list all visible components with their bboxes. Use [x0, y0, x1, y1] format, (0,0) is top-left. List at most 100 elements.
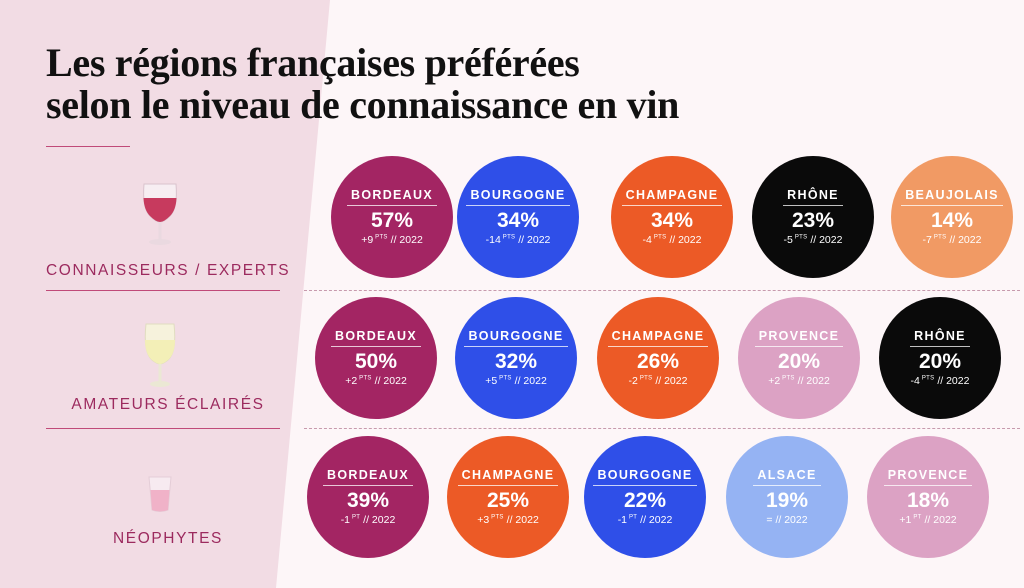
segment-divider: [46, 428, 280, 429]
reference-year: // 2022: [652, 375, 688, 387]
change-unit: PTS: [780, 375, 795, 382]
region-name: PROVENCE: [754, 329, 844, 347]
change-vs-2022: +2 PTS // 2022: [768, 375, 830, 387]
change-unit: PT: [350, 514, 361, 521]
change-points: +2: [345, 375, 358, 387]
row-divider-dotted: [304, 428, 1020, 429]
change-points: -5: [783, 234, 793, 246]
percentage-value: 19%: [765, 489, 809, 512]
region-name: CHAMPAGNE: [607, 329, 709, 347]
change-points: -4: [910, 375, 920, 387]
region-name: BORDEAUX: [323, 468, 413, 486]
region-name: RHÔNE: [783, 188, 843, 206]
change-vs-2022: -7 PTS // 2022: [923, 234, 982, 246]
reference-year: // 2022: [637, 514, 673, 526]
bubble-bordeaux: BORDEAUX 50% +2 PTS // 2022: [315, 297, 437, 419]
change-vs-2022: +5 PTS // 2022: [485, 375, 547, 387]
reference-year: // 2022: [360, 514, 396, 526]
percentage-value: 20%: [777, 350, 821, 373]
region-name: RHÔNE: [910, 329, 970, 347]
bubble-rhone: RHÔNE 20% -4 PTS // 2022: [879, 297, 1001, 419]
percentage-value: 34%: [650, 209, 694, 232]
change-unit: PTS: [489, 514, 504, 521]
reference-year: // 2022: [794, 375, 830, 387]
red-wine-glass-icon: [143, 183, 177, 245]
change-points: +5: [485, 375, 498, 387]
change-vs-2022: +1 PT // 2022: [899, 514, 956, 526]
bubble-alsace: ALSACE 19% = // 2022: [726, 436, 848, 558]
change-points: -1: [340, 514, 351, 526]
change-points: +2: [768, 375, 781, 387]
bubble-provence: PROVENCE 20% +2 PTS // 2022: [738, 297, 860, 419]
change-unit: PT: [627, 514, 638, 521]
title-divider: [46, 146, 130, 147]
segment-divider: [46, 290, 280, 291]
reference-year: // 2022: [666, 234, 702, 246]
rose-wine-tumbler-icon: [148, 476, 172, 512]
bubble-bordeaux: BORDEAUX 39% -1 PT // 2022: [307, 436, 429, 558]
segment-label-amateurs: AMATEURS ÉCLAIRÉS: [71, 396, 265, 413]
change-points: =: [766, 514, 773, 526]
change-vs-2022: -4 PTS // 2022: [911, 375, 970, 387]
bubble-champagne: CHAMPAGNE 26% -2 PTS // 2022: [597, 297, 719, 419]
bubble-bourgogne: BOURGOGNE 22% -1 PT // 2022: [584, 436, 706, 558]
change-vs-2022: -1 PT // 2022: [618, 514, 673, 526]
change-unit: PTS: [792, 234, 808, 241]
percentage-value: 14%: [930, 209, 974, 232]
segment-label-neophytes: NÉOPHYTES: [112, 530, 223, 547]
percentage-value: 25%: [486, 489, 530, 512]
change-points: -7: [922, 234, 932, 246]
change-vs-2022: -4 PTS // 2022: [643, 234, 702, 246]
change-points: -2: [628, 375, 638, 387]
change-points: -1: [617, 514, 628, 526]
region-name: PROVENCE: [883, 468, 973, 486]
percentage-value: 20%: [918, 350, 962, 373]
percentage-value: 18%: [906, 489, 950, 512]
reference-year: // 2022: [503, 514, 539, 526]
change-vs-2022: -14 PTS // 2022: [486, 234, 551, 246]
change-unit: PTS: [500, 234, 516, 241]
change-vs-2022: +3 PTS // 2022: [477, 514, 539, 526]
region-name: CHAMPAGNE: [621, 188, 723, 206]
change-vs-2022: -2 PTS // 2022: [629, 375, 688, 387]
bubble-bourgogne: BOURGOGNE 32% +5 PTS // 2022: [455, 297, 577, 419]
change-vs-2022: -5 PTS // 2022: [784, 234, 843, 246]
region-name: CHAMPAGNE: [457, 468, 559, 486]
change-unit: PTS: [637, 375, 653, 382]
percentage-value: 23%: [791, 209, 835, 232]
percentage-value: 57%: [370, 209, 414, 232]
change-unit: PT: [911, 514, 922, 521]
change-unit: PTS: [651, 234, 667, 241]
white-wine-glass-icon: [144, 323, 176, 387]
bubble-beaujolais: BEAUJOLAIS 14% -7 PTS // 2022: [891, 156, 1013, 278]
change-points: +3: [477, 514, 490, 526]
change-points: +1: [899, 514, 912, 526]
change-points: -14: [485, 234, 501, 246]
region-name: BOURGOGNE: [593, 468, 697, 486]
change-unit: PTS: [497, 375, 512, 382]
reference-year: // 2022: [371, 375, 407, 387]
change-vs-2022: +2 PTS // 2022: [345, 375, 407, 387]
row-divider-dotted: [304, 290, 1020, 291]
change-unit: PTS: [373, 234, 388, 241]
reference-year: // 2022: [387, 234, 423, 246]
percentage-value: 22%: [623, 489, 667, 512]
reference-year: // 2022: [511, 375, 547, 387]
region-name: BOURGOGNE: [466, 188, 570, 206]
region-name: BEAUJOLAIS: [901, 188, 1003, 206]
segment-label-connaisseurs: CONNAISSEURS / EXPERTS: [46, 262, 291, 279]
bubble-champagne: CHAMPAGNE 34% -4 PTS // 2022: [611, 156, 733, 278]
percentage-value: 34%: [496, 209, 540, 232]
bubble-bourgogne: BOURGOGNE 34% -14 PTS // 2022: [457, 156, 579, 278]
region-name: BORDEAUX: [331, 329, 421, 347]
change-points: -4: [642, 234, 652, 246]
region-name: BOURGOGNE: [464, 329, 568, 347]
change-points: +9: [361, 234, 374, 246]
percentage-value: 39%: [346, 489, 390, 512]
reference-year: // 2022: [946, 234, 982, 246]
bubble-champagne: CHAMPAGNE 25% +3 PTS // 2022: [447, 436, 569, 558]
reference-year: // 2022: [921, 514, 957, 526]
change-unit: PTS: [357, 375, 372, 382]
change-unit: PTS: [919, 375, 935, 382]
region-name: ALSACE: [753, 468, 821, 486]
